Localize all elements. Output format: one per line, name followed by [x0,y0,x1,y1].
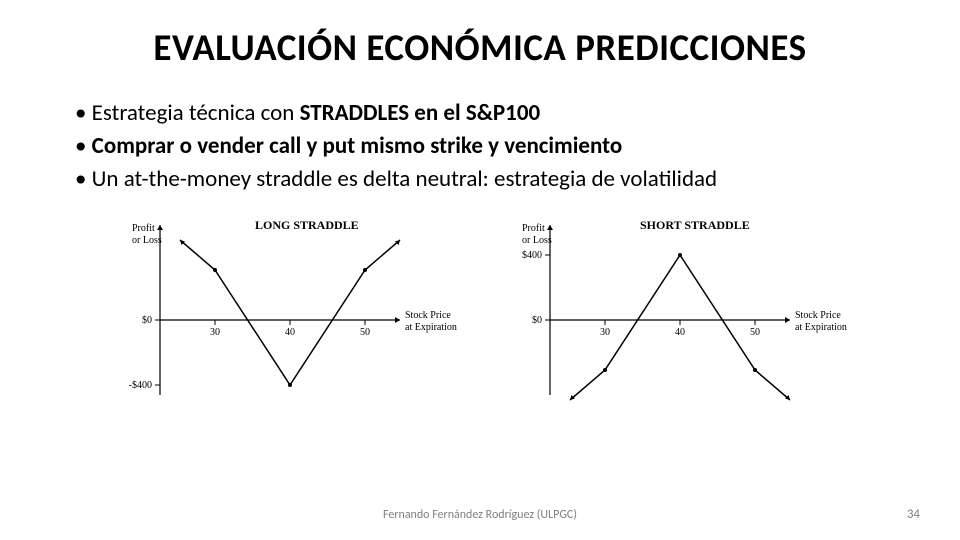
svg-text:Stock Price: Stock Price [795,310,841,321]
slide-title: EVALUACIÓN ECONÓMICA PREDICCIONES [70,25,890,70]
svg-text:or Loss: or Loss [132,235,162,246]
charts-row: Profitor LossStock Priceat Expiration$0-… [100,210,890,415]
chart-long-straddle: Profitor Loss Stock Priceat Expiration $0 -… [100,210,480,415]
chart-title: LONG STRADDLE [255,218,359,233]
bullet-bold: Comprar o vender call y put mismo strike… [92,132,623,160]
bullet-text: Estrategia técnica con [92,99,300,127]
footer-author: Fernando Fernández Rodríguez (ULPGC) [0,508,960,522]
svg-text:40: 40 [675,327,685,338]
svg-text:Stock Price: Stock Price [405,310,451,321]
svg-text:or Loss: or Loss [522,235,552,246]
chart-short-straddle: Profitor Loss Stock Priceat Expiration $40… [490,210,870,415]
svg-text:50: 50 [750,327,760,338]
svg-text:$400: $400 [522,250,542,261]
svg-text:30: 30 [210,327,220,338]
svg-text:Profit: Profit [522,223,545,234]
bullet-bold: STRADDLES en el S&P100 [300,99,541,127]
bullet-list: Estrategia técnica con STRADDLES en el S… [75,98,890,195]
svg-text:40: 40 [285,327,295,338]
svg-text:50: 50 [360,327,370,338]
bullet-item: Estrategia técnica con STRADDLES en el S… [75,98,890,129]
bullet-item: Comprar o vender call y put mismo strike… [75,131,890,162]
bullet-text: Un at-the-money straddle es delta neutra… [92,165,717,193]
bullet-item: Un at-the-money straddle es delta neutra… [75,164,890,195]
svg-text:at Expiration: at Expiration [795,322,847,333]
svg-text:at Expiration: at Expiration [405,322,457,333]
svg-text:-$400: -$400 [129,380,152,391]
svg-text:Profit: Profit [132,223,155,234]
chart-title: SHORT STRADDLE [640,218,750,233]
svg-text:$0: $0 [142,315,152,326]
svg-text:30: 30 [600,327,610,338]
page-number: 34 [907,507,920,522]
svg-text:$0: $0 [532,315,542,326]
